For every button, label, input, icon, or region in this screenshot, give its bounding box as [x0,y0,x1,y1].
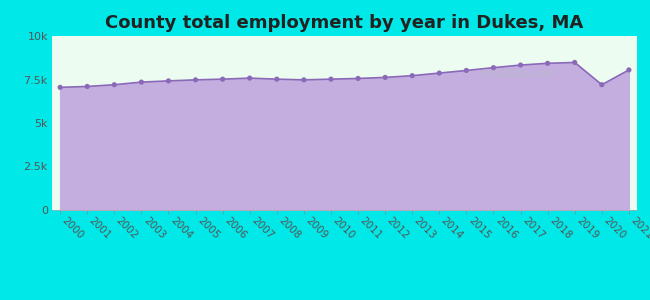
Point [272,77,282,82]
Point [434,71,445,76]
Point [109,82,120,87]
Point [244,76,255,80]
Point [597,82,607,87]
Point [55,85,65,90]
Point [624,68,634,72]
Point [461,68,471,73]
Point [353,76,363,81]
Point [136,80,146,85]
Point [190,77,201,82]
Point [569,60,580,65]
Title: County total employment by year in Dukes, MA: County total employment by year in Dukes… [105,14,584,32]
Point [217,77,228,82]
Point [82,84,92,89]
Point [488,65,499,70]
Point [380,75,390,80]
Point [515,63,526,68]
Point [407,73,417,78]
Point [542,61,552,66]
Point [326,77,336,82]
Point [298,77,309,82]
Text: CityData.com: CityData.com [479,69,555,79]
Point [163,79,174,83]
